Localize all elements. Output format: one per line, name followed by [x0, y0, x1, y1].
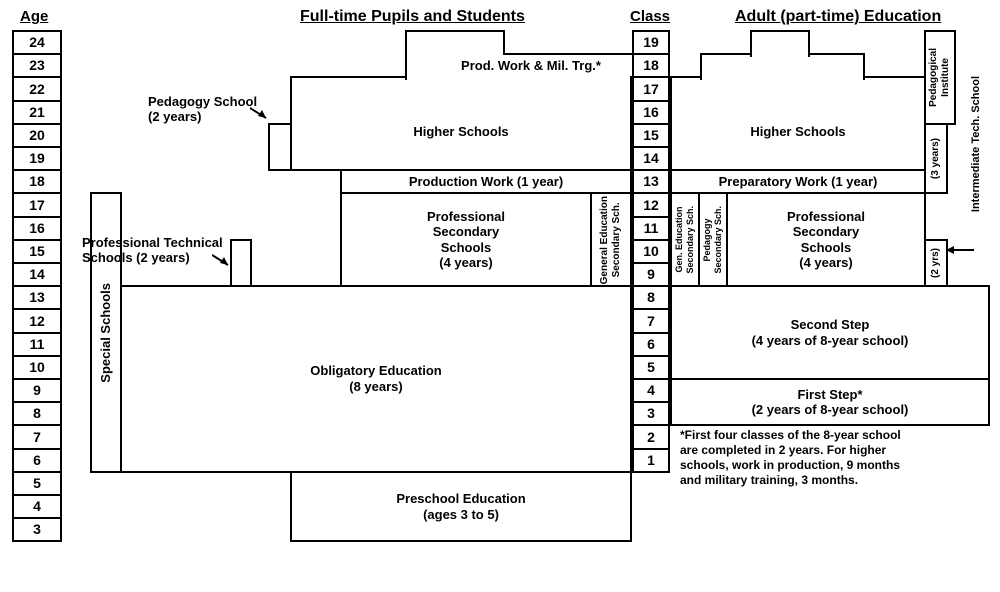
- ped-inst-label: PedagogicalInstitute: [928, 48, 952, 107]
- arrow-pedagogy: [250, 104, 270, 124]
- class-cell: 6: [632, 332, 670, 357]
- age-cell: 24: [12, 30, 62, 55]
- first-step-box: First Step*(2 years of 8-year school): [670, 378, 990, 426]
- fulltime-header: Full-time Pupils and Students: [300, 8, 525, 26]
- footnote: *First four classes of the 8-year school…: [680, 428, 990, 488]
- age-cell: 15: [12, 239, 62, 264]
- ped-sec-r-label: PedagogySecondary Sch.: [702, 206, 724, 274]
- two-yrs-label: (2 yrs): [930, 248, 942, 278]
- class-header: Class: [630, 8, 670, 25]
- three-yrs-label: (3 years): [930, 138, 942, 179]
- age-cell: 23: [12, 53, 62, 78]
- higher-left-label: Higher Schools: [413, 124, 508, 140]
- prof-sec-r-label: ProfessionalSecondarySchools(4 years): [787, 209, 865, 271]
- age-cell: 6: [12, 448, 62, 473]
- age-cell: 7: [12, 424, 62, 449]
- gen-ed-box: General EducationSecondary Sch.: [590, 192, 632, 287]
- ped-inst-box: PedagogicalInstitute: [924, 30, 956, 125]
- age-cell: 14: [12, 262, 62, 287]
- preschool-label: Preschool Education(ages 3 to 5): [396, 491, 525, 522]
- age-cell: 18: [12, 169, 62, 194]
- class-cell: 9: [632, 262, 670, 287]
- age-cell: 21: [12, 100, 62, 125]
- prof-sec-box: ProfessionalSecondarySchools(4 years): [340, 192, 592, 287]
- age-header: Age: [20, 8, 48, 25]
- prod-mil-box: Prod. Work & Mil. Trg.*: [430, 55, 632, 76]
- age-cell: 20: [12, 123, 62, 148]
- age-cell: 13: [12, 285, 62, 310]
- age-cell: 17: [12, 192, 62, 217]
- class-cell: 8: [632, 285, 670, 310]
- gen-ed-label: General EducationSecondary Sch.: [599, 196, 623, 284]
- class-cell: 14: [632, 146, 670, 171]
- class-cell: 2: [632, 424, 670, 449]
- gen-ed-r-box: Gen. EducationSecondary Sch.: [670, 192, 700, 287]
- prep-work-box: Preparatory Work (1 year): [670, 169, 926, 194]
- higher-left-step2: [405, 30, 505, 57]
- special-label: Special Schools: [98, 283, 114, 383]
- age-cell: 3: [12, 517, 62, 542]
- age-cell: 5: [12, 471, 62, 496]
- class-cell: 13: [632, 169, 670, 194]
- pedagogy-stub: [268, 123, 292, 171]
- higher-right-box: Higher Schools: [670, 76, 926, 171]
- age-cell: 12: [12, 308, 62, 333]
- three-yrs-box: (3 years): [924, 123, 948, 195]
- gen-ed-r-label: Gen. EducationSecondary Sch.: [674, 206, 696, 274]
- second-step-box: Second Step(4 years of 8-year school): [670, 285, 990, 380]
- ped-sec-r-box: PedagogySecondary Sch.: [698, 192, 728, 287]
- prof-tech-stub: [230, 239, 252, 287]
- preschool-box: Preschool Education(ages 3 to 5): [290, 471, 632, 543]
- age-cell: 10: [12, 355, 62, 380]
- class-cell: 3: [632, 401, 670, 426]
- age-cell: 8: [12, 401, 62, 426]
- class-cell: 12: [632, 192, 670, 217]
- prod-work-box: Production Work (1 year): [340, 169, 632, 194]
- class-cell: 19: [632, 30, 670, 55]
- class-cell: 1: [632, 448, 670, 473]
- class-cell: 10: [632, 239, 670, 264]
- inter-tech-label: Intermediate Tech. School: [970, 76, 982, 262]
- class-cell: 5: [632, 355, 670, 380]
- age-cell: 9: [12, 378, 62, 403]
- first-step-label: First Step*(2 years of 8-year school): [752, 387, 909, 418]
- class-cell: 15: [632, 123, 670, 148]
- arrow-proftech: [212, 251, 232, 271]
- prod-mil-label: Prod. Work & Mil. Trg.*: [461, 58, 601, 74]
- class-cell: 4: [632, 378, 670, 403]
- age-cell: 19: [12, 146, 62, 171]
- age-cell: 11: [12, 332, 62, 357]
- obligatory-label: Obligatory Education(8 years): [310, 363, 441, 394]
- higher-left-box: Higher Schools: [290, 76, 632, 171]
- prof-sec-label: ProfessionalSecondarySchools(4 years): [427, 209, 505, 271]
- adult-header: Adult (part-time) Education: [735, 8, 941, 26]
- pedagogy-label: Pedagogy School(2 years): [148, 94, 257, 124]
- age-cell: 16: [12, 216, 62, 241]
- higher-right-step1: [700, 53, 865, 80]
- prep-work-label: Preparatory Work (1 year): [719, 174, 878, 190]
- age-cell: 22: [12, 76, 62, 101]
- prof-sec-r-box: ProfessionalSecondarySchools(4 years): [726, 192, 926, 287]
- higher-right-label: Higher Schools: [750, 124, 845, 140]
- arrow-intertech: [946, 245, 974, 255]
- class-cell: 16: [632, 100, 670, 125]
- class-cell: 18: [632, 53, 670, 78]
- prod-work-label: Production Work (1 year): [409, 174, 563, 190]
- class-cell: 17: [632, 76, 670, 101]
- class-cell: 11: [632, 216, 670, 241]
- age-cell: 4: [12, 494, 62, 519]
- prof-tech-label: Professional TechnicalSchools (2 years): [82, 235, 223, 265]
- class-cell: 7: [632, 308, 670, 333]
- higher-right-step2: [750, 30, 810, 57]
- obligatory-box: Obligatory Education(8 years): [120, 285, 632, 473]
- second-step-label: Second Step(4 years of 8-year school): [752, 317, 909, 348]
- two-yrs-box: (2 yrs): [924, 239, 948, 287]
